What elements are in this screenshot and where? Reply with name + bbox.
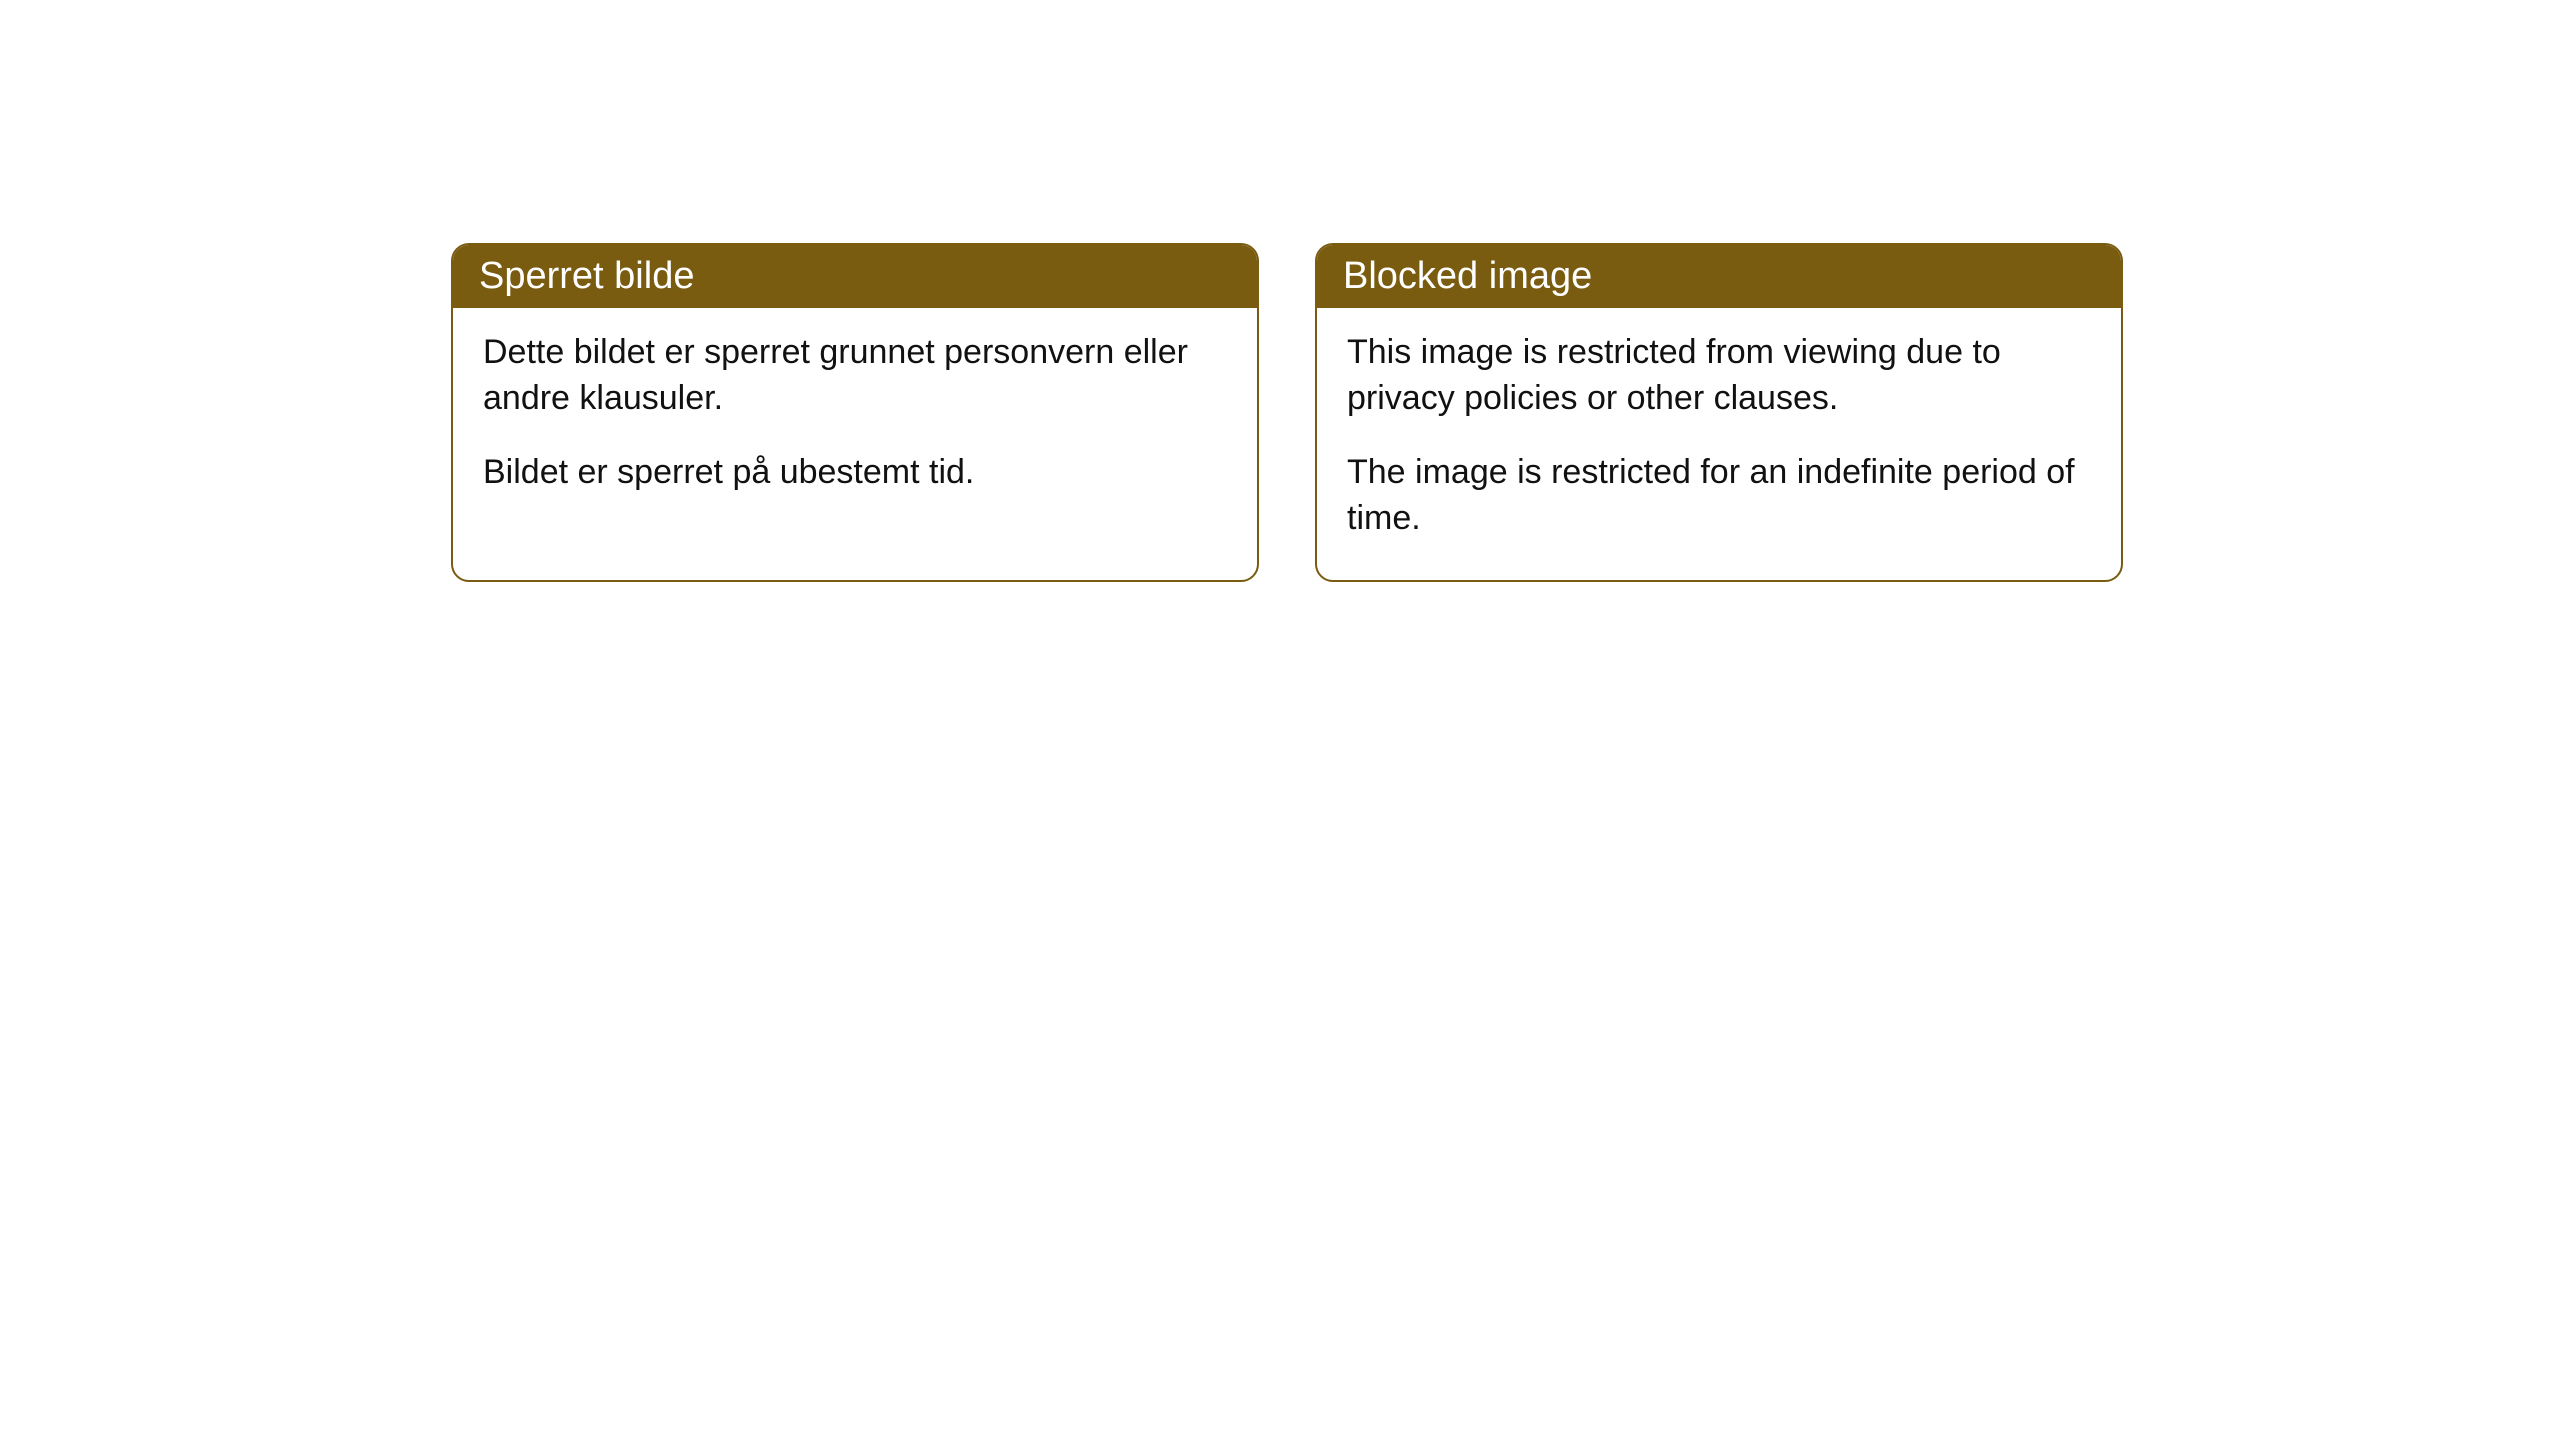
card-paragraph: The image is restricted for an indefinit… — [1347, 450, 2091, 542]
card-paragraph: Bildet er sperret på ubestemt tid. — [483, 450, 1227, 496]
card-english: Blocked image This image is restricted f… — [1315, 243, 2123, 582]
card-paragraph: Dette bildet er sperret grunnet personve… — [483, 330, 1227, 422]
card-body-norwegian: Dette bildet er sperret grunnet personve… — [453, 308, 1257, 534]
card-header-english: Blocked image — [1317, 245, 2121, 308]
card-body-english: This image is restricted from viewing du… — [1317, 308, 2121, 580]
card-header-norwegian: Sperret bilde — [453, 245, 1257, 308]
card-norwegian: Sperret bilde Dette bildet er sperret gr… — [451, 243, 1259, 582]
cards-container: Sperret bilde Dette bildet er sperret gr… — [0, 0, 2560, 582]
card-paragraph: This image is restricted from viewing du… — [1347, 330, 2091, 422]
